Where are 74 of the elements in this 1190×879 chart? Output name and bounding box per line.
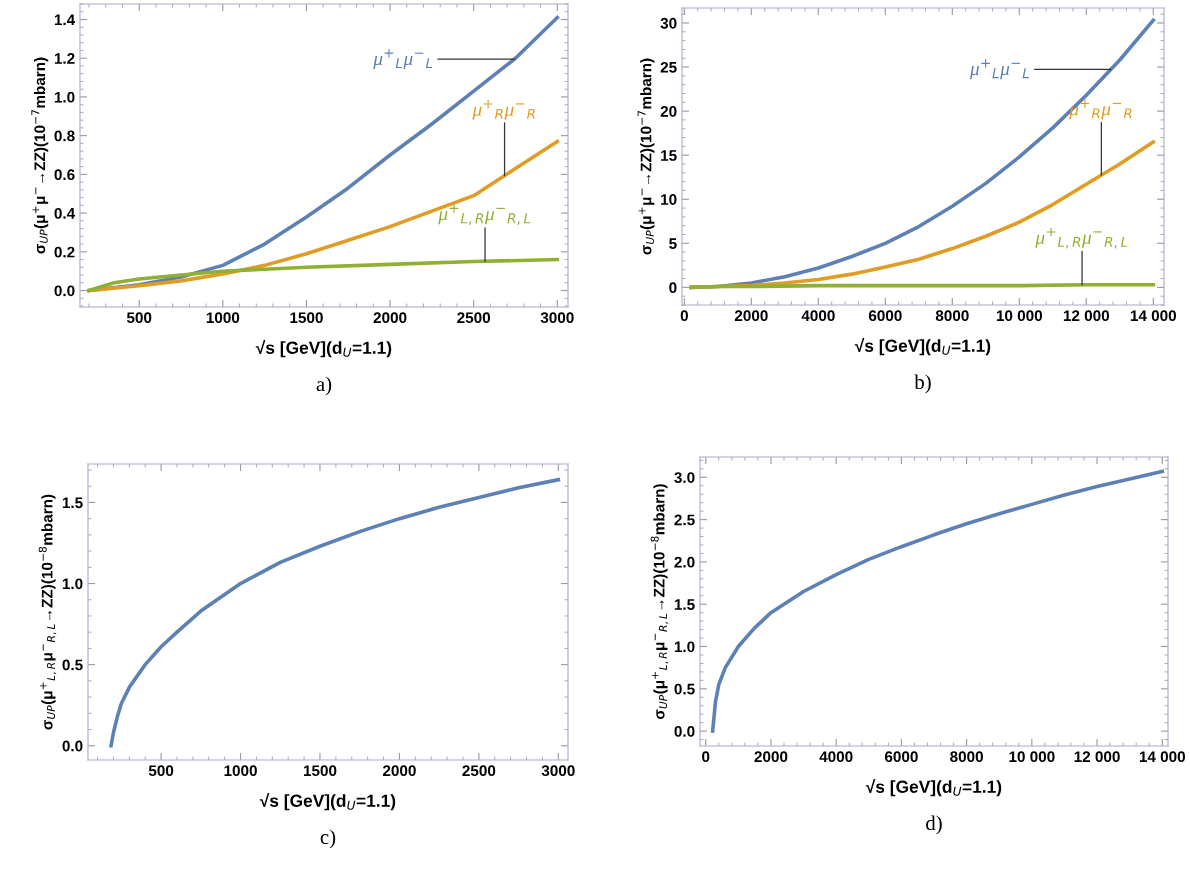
y-tick-label: 5 bbox=[669, 238, 677, 249]
x-tick-label: 0 bbox=[702, 751, 710, 763]
x-tick-label: 4000 bbox=[801, 310, 835, 322]
y-tick-label: 2.5 bbox=[674, 514, 695, 526]
series-label: μ$^{+}$$_{R}$μ$^{−}$$_{R}$ bbox=[472, 99, 535, 120]
x-tick-label: 3000 bbox=[540, 312, 574, 324]
y-tick-label: 0.0 bbox=[54, 285, 75, 297]
text: σ$_{UP}$(μ$^{+}$μ$^{−}$→ZZ)(10$^{−7}$mbarn) bbox=[31, 57, 49, 254]
y-tick-label: 0.5 bbox=[674, 683, 695, 695]
y-tick-label: 0 bbox=[669, 282, 677, 294]
x-tick-label: 2000 bbox=[382, 765, 416, 777]
x-axis-title: √s [GeV](d$_{U}$=1.1) bbox=[854, 337, 991, 356]
text: c) bbox=[320, 829, 336, 849]
x-axis-title: √s [GeV](d$_{U}$=1.1) bbox=[255, 339, 392, 358]
series-label: μ$^{+}$$_{R}$μ$^{−}$$_{R}$ bbox=[1069, 99, 1132, 120]
y-tick-label: 3.0 bbox=[674, 472, 695, 484]
x-tick-label: 10 000 bbox=[996, 310, 1043, 322]
series-label: μ$^{+}$$_{L,R}$μ$^{−}$$_{R,L}$ bbox=[438, 204, 531, 225]
x-tick-label: 14 000 bbox=[1139, 751, 1185, 763]
x-tick-label: 14 000 bbox=[1130, 310, 1177, 322]
text: σ$_{UP}$(μ$^{+}$$_{L,R}$μ$^{−}$$_{R,L}$→ZZ)(10$^{−8}$mbarn) bbox=[38, 494, 57, 730]
x-tick-label: 2500 bbox=[457, 312, 491, 324]
y-tick-label: 1.5 bbox=[62, 497, 83, 509]
series-label: μ$^{+}$$_{L,R}$μ$^{−}$$_{R,L}$ bbox=[1035, 227, 1128, 249]
y-tick-label: 0.8 bbox=[54, 130, 75, 142]
x-tick-label: 2000 bbox=[734, 310, 768, 322]
x-tick-label: 500 bbox=[126, 312, 152, 324]
text: b) bbox=[914, 374, 931, 394]
x-tick-label: 2500 bbox=[462, 765, 496, 777]
text: σ$_{UP}$(μ$^{+}$μ$^{−}$→ZZ)(10$^{−7}$mbarn) bbox=[637, 58, 655, 255]
y-tick-label: 1.4 bbox=[54, 14, 76, 26]
y-tick-label: 0.5 bbox=[62, 659, 83, 671]
line-series bbox=[710, 469, 1165, 733]
y-tick-label: 2.0 bbox=[674, 556, 695, 568]
text: σ$_{UP}$(μ$^{+}$$_{L,R}$μ$^{−}$$_{R,L}$→ZZ)(10$^{−8}$mbarn) bbox=[650, 484, 669, 720]
x-tick-label: 8000 bbox=[950, 751, 983, 763]
x-tick-label: 1000 bbox=[224, 765, 257, 777]
x-tick-label: 1500 bbox=[303, 765, 337, 777]
y-tick-label: 1.0 bbox=[674, 641, 695, 653]
x-tick-label: 8000 bbox=[935, 310, 969, 322]
x-tick-label: 3000 bbox=[541, 765, 575, 777]
text: μ$^{+}$$_{L}$μ$^{−}$$_{L}$ bbox=[373, 48, 433, 70]
y-tick-label: 0.0 bbox=[674, 725, 695, 737]
y-tick-label: 1.2 bbox=[54, 53, 75, 64]
x-axis-title: √s [GeV](d$_{U}$=1.1) bbox=[865, 778, 1002, 797]
x-tick-label: 1500 bbox=[290, 312, 323, 324]
y-tick-label: 0.0 bbox=[62, 740, 83, 752]
y-tick-label: 0.2 bbox=[54, 246, 75, 258]
y-tick-label: 30 bbox=[660, 17, 677, 29]
x-tick-label: 2000 bbox=[754, 751, 788, 763]
y-tick-label: 20 bbox=[660, 105, 677, 117]
x-tick-label: 12 000 bbox=[1074, 751, 1120, 763]
x-tick-label: 6000 bbox=[884, 751, 918, 763]
x-tick-label: 4000 bbox=[819, 751, 853, 763]
x-tick-label: 6000 bbox=[868, 310, 902, 322]
text: a) bbox=[316, 376, 332, 396]
y-tick-label: 10 bbox=[661, 194, 677, 205]
y-tick-label: 0.4 bbox=[54, 207, 76, 219]
line-series bbox=[87, 257, 560, 293]
y-tick-label: 1.5 bbox=[674, 599, 695, 610]
y-tick-label: 1.0 bbox=[54, 91, 75, 103]
x-tick-label: 12 000 bbox=[1063, 310, 1110, 322]
y-tick-label: 1.0 bbox=[62, 578, 83, 590]
x-tick-label: 500 bbox=[148, 765, 174, 777]
x-tick-label: 2000 bbox=[373, 312, 407, 324]
y-tick-label: 0.6 bbox=[54, 169, 75, 181]
text: d) bbox=[926, 815, 942, 835]
x-tick-label: 1000 bbox=[206, 312, 240, 324]
text: μ$^{+}$$_{L}$μ$^{−}$$_{L}$ bbox=[969, 59, 1029, 80]
y-tick-label: 25 bbox=[660, 61, 677, 73]
x-tick-label: 10 000 bbox=[1009, 751, 1055, 763]
line-series bbox=[109, 477, 561, 748]
y-tick-label: 15 bbox=[661, 150, 677, 161]
x-axis-title: √s [GeV](d$_{U}$=1.1) bbox=[259, 792, 396, 811]
